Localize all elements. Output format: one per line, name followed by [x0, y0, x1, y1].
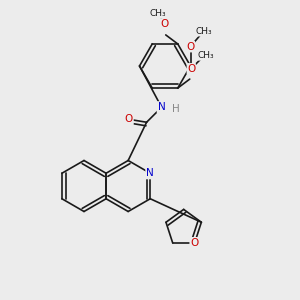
Text: N: N	[158, 102, 166, 112]
Text: O: O	[187, 64, 195, 74]
Text: O: O	[186, 41, 195, 52]
Text: O: O	[124, 114, 133, 124]
Text: O: O	[160, 20, 168, 29]
Text: H: H	[172, 104, 180, 114]
Text: CH₃: CH₃	[198, 51, 214, 60]
Text: CH₃: CH₃	[196, 27, 212, 36]
Text: N: N	[146, 168, 154, 178]
Text: O: O	[190, 238, 199, 248]
Text: CH₃: CH₃	[150, 9, 166, 18]
